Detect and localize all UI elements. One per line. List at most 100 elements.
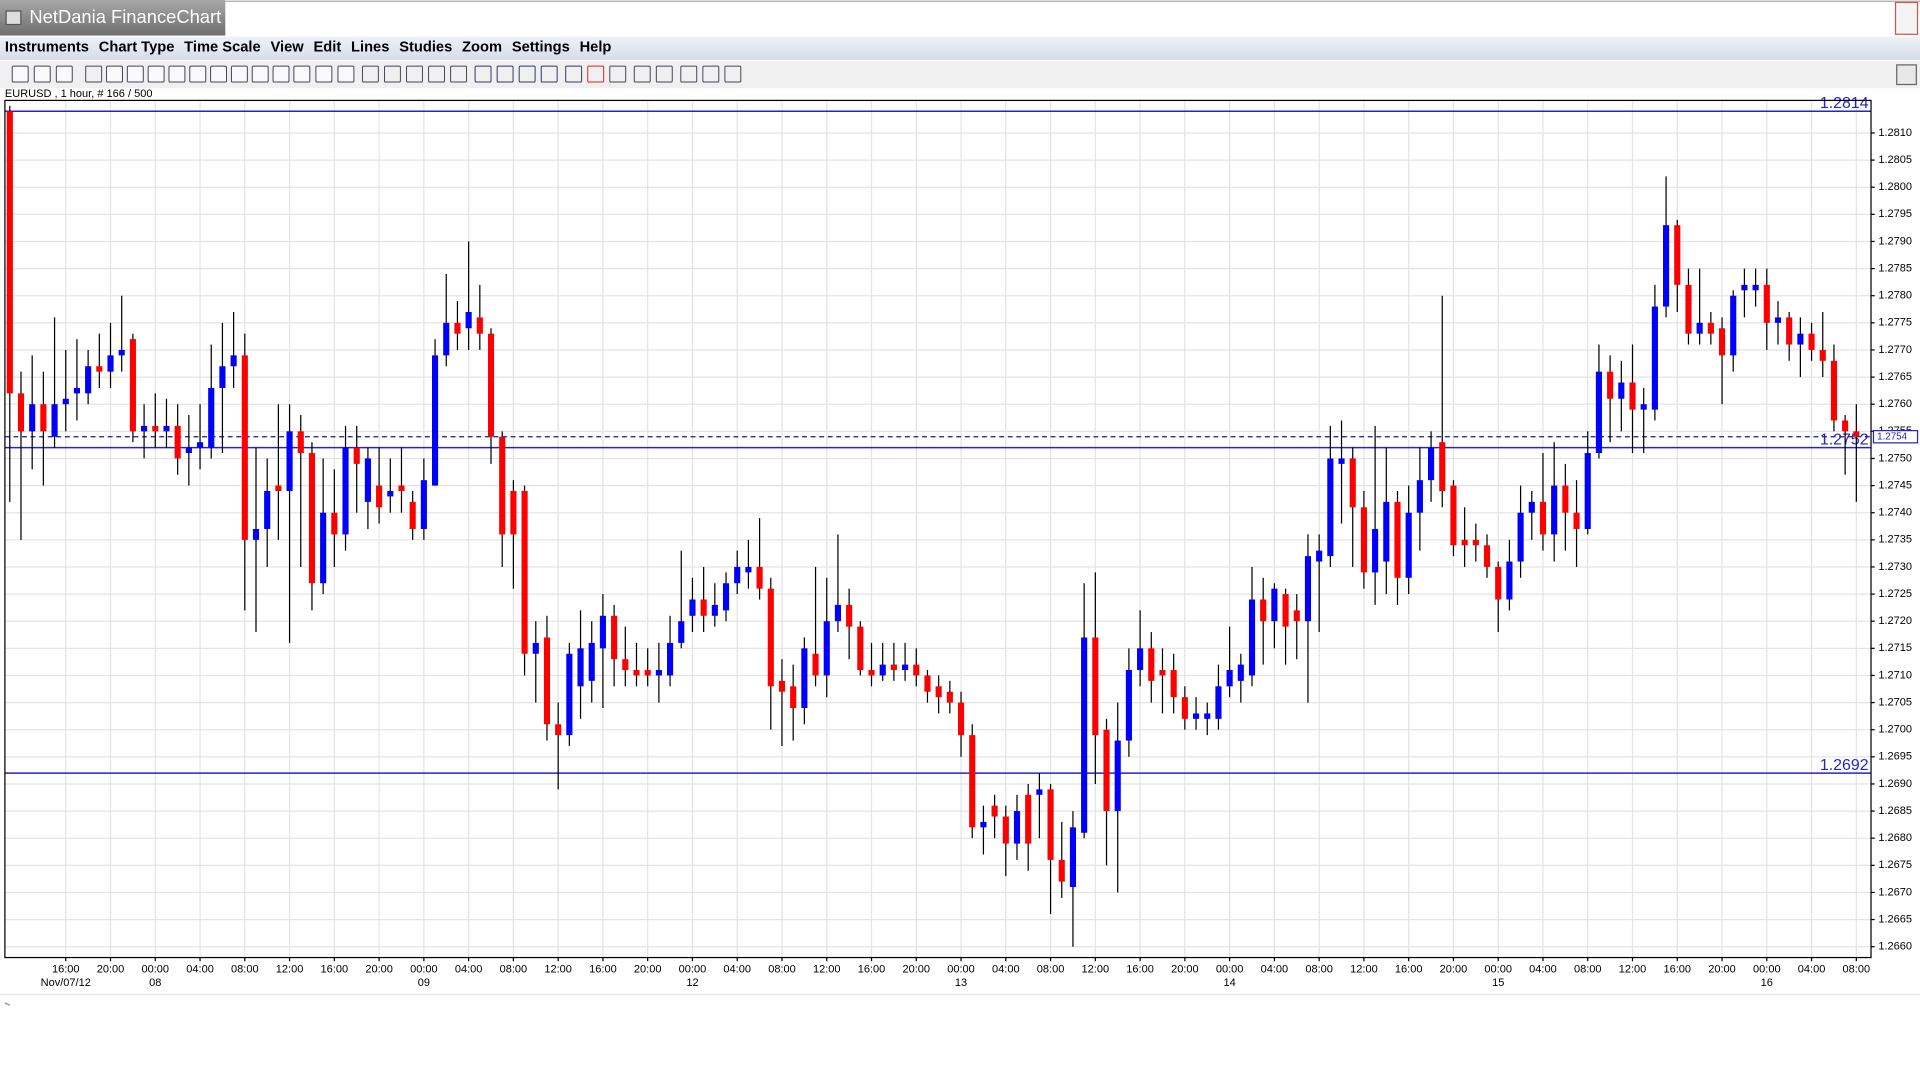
toolbar-button[interactable] [587, 65, 605, 83]
menu-item[interactable]: Chart Type [99, 40, 175, 56]
x-tick-label: 16:00 [1126, 964, 1154, 976]
toolbar-button[interactable] [540, 65, 558, 83]
toolbar-button[interactable] [337, 65, 355, 83]
menu-item[interactable]: Edit [313, 40, 341, 56]
candle-body [767, 588, 774, 687]
x-tick-label: 08:00 [1843, 964, 1871, 976]
toolbar-button[interactable] [518, 65, 536, 83]
candle-body [1237, 664, 1244, 681]
menu-item[interactable]: Help [580, 40, 612, 56]
x-tick-label: 04:00 [1798, 964, 1826, 976]
toolbar-button[interactable] [474, 65, 492, 83]
candle-body [286, 431, 293, 492]
candle-body [1338, 458, 1345, 464]
toolbar-button[interactable] [251, 65, 269, 83]
candle-body [689, 599, 696, 616]
toolbar-button[interactable] [565, 65, 583, 83]
x-tick-label: 12:00 [813, 964, 841, 976]
candle-body [734, 566, 741, 584]
candle-body [700, 599, 707, 616]
candle-body [1730, 295, 1737, 356]
candle-body [1786, 317, 1793, 345]
toolbar-button[interactable] [210, 65, 228, 83]
candle-body [1618, 382, 1625, 399]
candle-body [1629, 382, 1636, 410]
candle-body [644, 670, 651, 676]
y-tick-label: 1.2750 [1878, 452, 1912, 464]
toolbar-button[interactable] [609, 65, 627, 83]
menu-item[interactable]: Studies [399, 40, 452, 56]
toolbar-button[interactable] [384, 65, 401, 83]
toolbar-button[interactable] [633, 65, 651, 83]
candle-body [1148, 648, 1155, 681]
toolbar-button[interactable] [272, 65, 290, 83]
toolbar-button[interactable] [230, 65, 248, 83]
candle-body [846, 604, 853, 627]
toolbar-button[interactable] [55, 65, 73, 83]
candle-body [1316, 550, 1323, 562]
y-tick-label: 1.2720 [1878, 615, 1912, 627]
candle-body [1058, 859, 1065, 882]
window-title: NetDania FinanceChart [29, 6, 221, 27]
candle-body [1517, 512, 1524, 562]
title-bar [0, 0, 1920, 37]
toolbar-button[interactable] [126, 65, 144, 83]
toolbar-button[interactable] [11, 65, 29, 83]
x-tick-label: 20:00 [634, 964, 662, 976]
toolbar-button[interactable] [655, 65, 673, 83]
y-tick-label: 1.2705 [1878, 696, 1912, 708]
toolbar-button[interactable] [189, 65, 207, 83]
menu-item[interactable]: Zoom [462, 40, 502, 56]
toolbar-button[interactable] [106, 65, 123, 83]
toolbar-button[interactable] [147, 65, 165, 83]
y-tick-label: 1.2795 [1878, 208, 1912, 220]
toolbar-button[interactable] [315, 65, 333, 83]
toolbar-button[interactable] [168, 65, 186, 83]
menu-item[interactable]: Time Scale [184, 40, 260, 56]
toolbar-button[interactable] [496, 65, 514, 83]
toolbar-button[interactable] [33, 65, 51, 83]
toolbar-button[interactable] [361, 65, 379, 83]
menu-item[interactable]: View [270, 40, 304, 56]
menu-item[interactable]: Lines [351, 40, 389, 56]
candle-body [1416, 480, 1423, 513]
candle-body [152, 425, 159, 432]
candle-body [252, 528, 260, 540]
menu-item[interactable]: Instruments [5, 40, 89, 56]
grid [4, 100, 1872, 958]
x-tick-label: 12:00 [1082, 964, 1110, 976]
candle-body [1047, 789, 1054, 860]
toolbar-button[interactable] [680, 65, 698, 83]
x-tick-label: 04:00 [1529, 964, 1557, 976]
x-tick-label: 12:00 [544, 964, 572, 976]
toolbar-button[interactable] [450, 65, 468, 83]
x-tick-label: 00:00 [679, 964, 707, 976]
candle-body [1304, 556, 1312, 622]
candle-body [1170, 670, 1177, 698]
toolbar-button[interactable] [428, 65, 445, 83]
y-tick-label: 1.2770 [1878, 344, 1912, 356]
toolbar-button[interactable] [702, 65, 720, 83]
x-date-label: 14 [1223, 977, 1235, 989]
candle-body [1293, 610, 1300, 622]
toolbar-button[interactable] [293, 65, 311, 83]
candle-body [1204, 713, 1211, 719]
candle-body [913, 664, 920, 676]
x-date-label: 13 [955, 977, 967, 989]
menu-item[interactable]: Settings [512, 40, 570, 56]
x-tick-label: 16:00 [52, 964, 80, 976]
toolbar-button[interactable] [85, 65, 103, 83]
x-tick-label: 08:00 [1037, 964, 1065, 976]
toolbar-pin[interactable] [1896, 64, 1917, 86]
y-tick-label: 1.2810 [1878, 127, 1912, 139]
candle-body [1763, 284, 1770, 323]
candles [6, 105, 1860, 947]
candle-body [857, 626, 864, 671]
toolbar-button[interactable] [724, 65, 742, 83]
candle-body [1383, 501, 1390, 562]
candle-body [1461, 539, 1468, 546]
y-tick-label: 1.2730 [1878, 561, 1912, 573]
candle-body [1607, 371, 1614, 399]
candle-body [1002, 816, 1009, 844]
toolbar-button[interactable] [406, 65, 423, 83]
